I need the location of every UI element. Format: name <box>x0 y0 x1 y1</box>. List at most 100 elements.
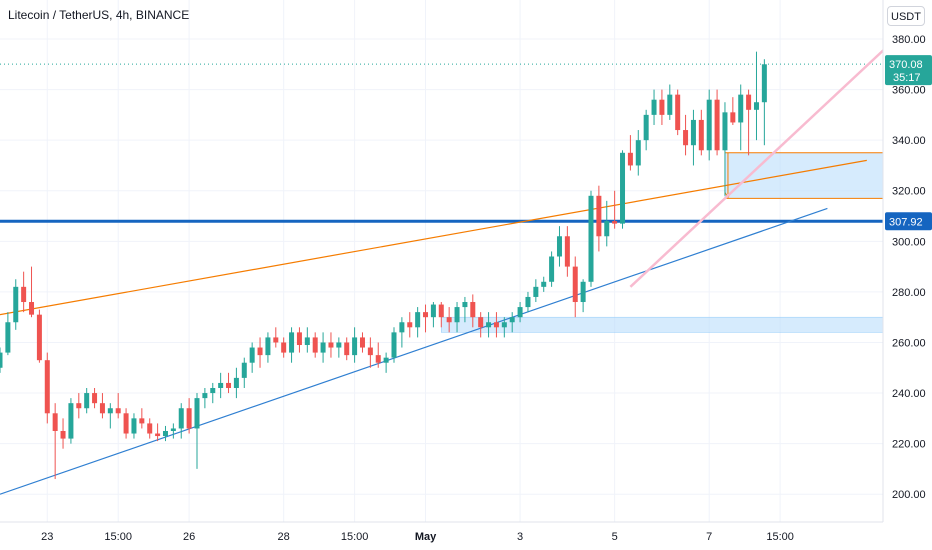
candle-body <box>99 403 105 414</box>
candle-body <box>690 119 696 146</box>
candle-body <box>706 99 712 151</box>
x-tick-label: 5 <box>612 531 618 543</box>
candle-body <box>336 342 342 348</box>
candle-body <box>123 413 129 434</box>
y-tick-label: 260.00 <box>892 337 926 349</box>
x-tick-label: 15:00 <box>341 531 369 543</box>
candle-body <box>36 314 42 361</box>
candle-body <box>60 430 66 439</box>
candle-body <box>446 317 452 323</box>
candle-body <box>549 256 555 282</box>
candle-body <box>131 418 137 434</box>
candle-body <box>659 99 665 115</box>
candle-body <box>746 94 752 110</box>
demand-zone <box>724 152 884 199</box>
candle-body <box>139 418 145 424</box>
candle-body <box>257 347 263 356</box>
y-tick-label: 300.00 <box>892 236 926 248</box>
x-tick-label: 7 <box>706 531 712 543</box>
candle-body <box>651 99 657 115</box>
candle-body <box>320 342 326 353</box>
candle-body <box>635 140 641 166</box>
candle-body <box>667 94 673 115</box>
candle-body <box>249 347 255 363</box>
last-price-tag <box>885 55 932 86</box>
candle-body <box>493 322 499 328</box>
candle-body <box>698 119 704 151</box>
candle-body <box>296 332 302 346</box>
candle-body <box>438 304 444 318</box>
candle-body <box>620 152 626 224</box>
candle-body <box>423 312 429 318</box>
candle-body <box>68 403 74 439</box>
x-tick-label: 15:00 <box>104 531 132 543</box>
candle-body <box>572 266 578 303</box>
candle-body <box>738 94 744 123</box>
candle-body <box>588 195 594 282</box>
candle-body <box>556 236 562 257</box>
candle-body <box>281 342 287 353</box>
time-axis-bg <box>0 522 932 550</box>
x-tick-label: 3 <box>517 531 523 543</box>
candle-body <box>517 307 523 318</box>
candle-body <box>359 337 365 348</box>
support-level-value: 307.92 <box>889 216 923 228</box>
candle-body <box>714 99 720 151</box>
y-tick-label: 320.00 <box>892 186 926 198</box>
candle-body <box>5 322 11 353</box>
candle-body <box>155 433 161 437</box>
candle-body <box>233 377 239 389</box>
candle-body <box>415 312 421 328</box>
candle-body <box>226 382 232 389</box>
candle-body <box>604 221 610 237</box>
y-tick-label: 360.00 <box>892 85 926 97</box>
candle-body <box>194 398 200 429</box>
candle-body <box>391 332 397 358</box>
candle-body <box>612 221 618 224</box>
candle-body <box>525 296 531 308</box>
candle-body <box>375 355 381 363</box>
candle-body <box>147 423 153 434</box>
trendline-orange <box>0 159 867 316</box>
candle-body <box>509 317 515 323</box>
candle-body <box>202 393 208 399</box>
candle-body <box>304 337 310 346</box>
x-tick-label: May <box>415 531 437 543</box>
candle-body <box>178 408 184 429</box>
candle-body <box>115 408 121 414</box>
symbol-title: Litecoin / TetherUS, 4h, BINANCE <box>8 8 190 22</box>
candle-body <box>730 112 736 123</box>
candle-body <box>367 347 373 356</box>
candle-body <box>580 281 586 303</box>
candle-body <box>486 322 492 328</box>
candle-body <box>186 408 192 429</box>
x-tick-label: 15:00 <box>766 531 794 543</box>
candle-body <box>430 304 436 318</box>
candle-body <box>162 430 168 437</box>
candle-body <box>21 286 27 303</box>
y-tick-label: 220.00 <box>892 439 926 451</box>
candle-body <box>753 102 759 110</box>
candle-body <box>84 393 90 409</box>
candle-body <box>501 322 507 328</box>
currency-button[interactable]: USDT <box>887 6 925 26</box>
candle-body <box>454 307 460 323</box>
candle-body <box>170 428 176 431</box>
x-tick-label: 28 <box>278 531 290 543</box>
candle-body <box>541 281 547 287</box>
candle-body <box>289 332 295 353</box>
candle-body <box>13 286 19 323</box>
candle-body <box>241 362 247 378</box>
y-tick-label: 200.00 <box>892 489 926 501</box>
candle-body <box>210 388 216 394</box>
candle-body <box>0 352 3 368</box>
candle-body <box>478 317 484 328</box>
candle-body <box>643 114 649 141</box>
candle-body <box>399 322 405 333</box>
trendline-pink <box>629 48 883 288</box>
candle-body <box>761 64 767 103</box>
candle-body <box>44 360 50 414</box>
y-tick-label: 280.00 <box>892 287 926 299</box>
